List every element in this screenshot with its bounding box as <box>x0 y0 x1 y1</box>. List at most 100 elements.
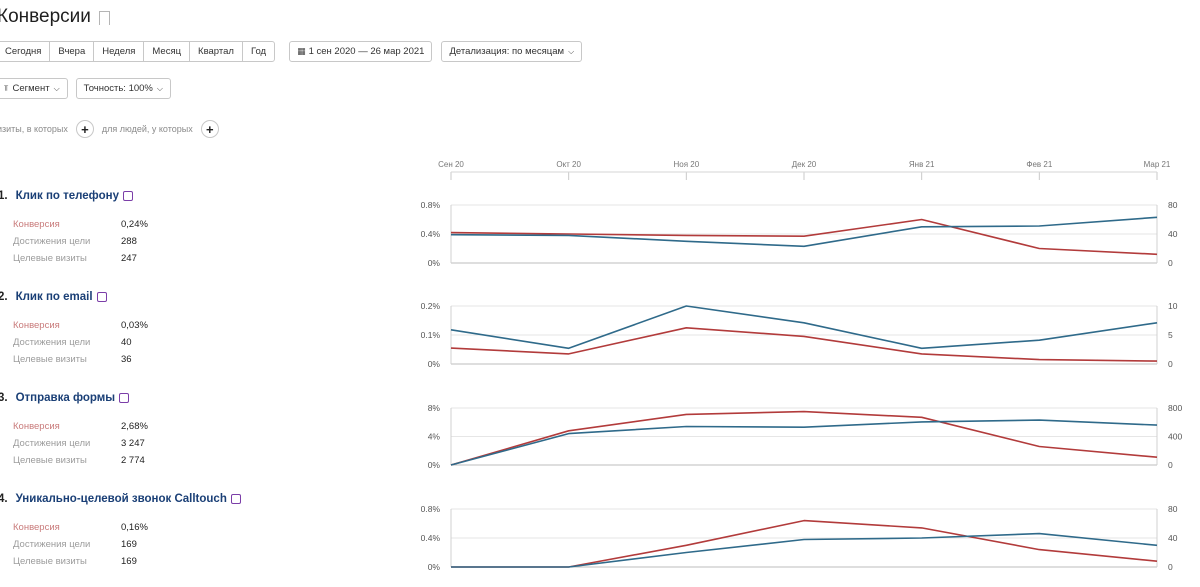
goal-block: 1. Клик по телефону Конверсия 0,24% Дости… <box>0 190 388 267</box>
detail-label: Детализация: по месяцам <box>449 46 565 57</box>
goal-metrics: Конверсия 0,03% Достижения цели 40 Целевые… <box>13 317 388 368</box>
toolbar: Сегодня Вчера Неделя Месяц Квартал Год ▦… <box>0 41 583 62</box>
right-axis-tick-label: 0 <box>1168 258 1173 268</box>
goal-title[interactable]: 3. Отправка формы <box>0 392 388 404</box>
left-axis-tick-label: 0% <box>428 562 441 572</box>
goal-type-icon <box>119 393 130 403</box>
left-axis-tick-label: 0.1% <box>421 330 441 340</box>
month-axis-label: Дек 20 <box>792 160 817 169</box>
target-visits-value: 169 <box>121 556 137 567</box>
chevron-down-icon: ⌵ <box>156 84 163 93</box>
goal-type-icon <box>230 494 241 504</box>
conversion-label: Конверсия <box>13 522 60 533</box>
goal-reaches-label: Достижения цели <box>13 236 91 247</box>
month-axis-label: Мар 21 <box>1144 160 1171 169</box>
right-axis-tick-label: 800 <box>1168 403 1182 413</box>
segment-label: Сегмент <box>12 83 50 94</box>
chevron-down-icon: ⌵ <box>53 84 60 93</box>
period-selector: Сегодня Вчера Неделя Месяц Квартал Год <box>0 41 276 62</box>
month-axis-label: Ноя 20 <box>673 160 699 169</box>
page-title: Конверсии <box>0 6 91 27</box>
goal-name: Клик по email <box>15 291 93 303</box>
left-axis-tick-label: 0% <box>428 460 441 470</box>
conversion-label: Конверсия <box>13 219 60 230</box>
target-visits-series-line <box>451 532 1158 568</box>
goal-number: 3. <box>0 392 8 404</box>
conversion-series-line <box>450 410 1158 466</box>
conversion-value: 0,24% <box>121 219 148 230</box>
goal-block: 3. Отправка формы Конверсия 2,68% Достиже… <box>0 392 388 469</box>
goal-reaches-value: 40 <box>121 337 132 348</box>
calendar-icon: ▦ <box>297 46 305 56</box>
conversion-value: 2,68% <box>121 421 148 432</box>
conversion-series-line <box>451 519 1158 568</box>
goal-metrics: Конверсия 0,24% Достижения цели 288 Целевы… <box>13 216 388 267</box>
segment-dropdown[interactable]: ⫪ Сегмент ⌵ <box>0 78 68 99</box>
target-visits-value: 2 774 <box>121 455 145 466</box>
filter-icon: ⫪ <box>4 84 9 93</box>
period-quarter-button[interactable]: Квартал <box>190 42 243 61</box>
period-today-button[interactable]: Сегодня <box>0 42 51 61</box>
conversion-value: 0,16% <box>121 522 148 533</box>
month-axis-label: Сен 20 <box>438 160 464 169</box>
goal-name: Клик по телефону <box>15 190 119 202</box>
goal-number: 4. <box>0 493 8 505</box>
target-visits-series-line <box>450 419 1158 466</box>
period-month-button[interactable]: Месяц <box>144 42 191 61</box>
detail-dropdown[interactable]: Детализация: по месяцам ⌵ <box>441 41 583 62</box>
target-visits-label: Целевые визиты <box>13 354 87 365</box>
conversion-series-line <box>450 326 1158 362</box>
add-people-condition-button[interactable]: + <box>200 120 219 138</box>
target-visits-label: Целевые визиты <box>13 556 87 567</box>
right-axis-tick-label: 40 <box>1168 229 1178 239</box>
left-axis-tick-label: 0.2% <box>421 301 441 311</box>
bookmark-icon[interactable] <box>98 11 110 29</box>
goal-metrics: Конверсия 2,68% Достижения цели 3 247 Целе… <box>13 418 388 469</box>
goal-reaches-label: Достижения цели <box>13 337 91 348</box>
add-visits-condition-button[interactable]: + <box>75 120 94 138</box>
goal-name: Уникально-целевой звонок Calltouch <box>15 493 227 505</box>
target-visits-series-line <box>450 216 1158 248</box>
accuracy-label: Точность: 100% <box>83 83 153 94</box>
left-axis-tick-label: 0% <box>428 258 441 268</box>
visits-condition-label: изиты, в которых <box>0 124 68 134</box>
goal-type-icon <box>96 292 107 302</box>
goal-reaches-value: 169 <box>121 539 137 550</box>
right-axis-tick-label: 5 <box>1168 330 1173 340</box>
target-visits-value: 36 <box>121 354 132 365</box>
left-axis-tick-label: 0.4% <box>421 229 441 239</box>
right-axis-tick-label: 10 <box>1168 301 1178 311</box>
left-axis-tick-label: 0.8% <box>421 504 441 514</box>
right-axis-tick-label: 400 <box>1168 432 1182 442</box>
right-axis-tick-label: 0 <box>1168 562 1173 572</box>
goal-title[interactable]: 2. Клик по email <box>0 291 388 303</box>
goal-number: 1. <box>0 190 8 202</box>
right-axis-tick-label: 0 <box>1168 359 1173 369</box>
goal-number: 2. <box>0 291 8 303</box>
goal-block: 4. Уникально-целевой звонок Calltouch Ко… <box>0 493 388 570</box>
date-range-button[interactable]: ▦ 1 сен 2020 — 26 мар 2021 <box>289 41 433 62</box>
goal-reaches-label: Достижения цели <box>13 539 91 550</box>
goal-block: 2. Клик по email Конверсия 0,03% Достижен… <box>0 291 388 368</box>
target-visits-series-line <box>450 305 1158 350</box>
period-year-button[interactable]: Год <box>250 46 267 57</box>
target-visits-label: Целевые визиты <box>13 455 87 466</box>
accuracy-dropdown[interactable]: Точность: 100% ⌵ <box>75 78 171 99</box>
conversion-label: Конверсия <box>13 320 60 331</box>
goal-title[interactable]: 1. Клик по телефону <box>0 190 388 202</box>
conversion-series-line <box>450 218 1158 256</box>
goal-reaches-value: 3 247 <box>121 438 145 449</box>
period-week-button[interactable]: Неделя <box>94 42 145 61</box>
period-yesterday-button[interactable]: Вчера <box>50 42 95 61</box>
left-axis-tick-label: 0% <box>428 359 441 369</box>
goal-reaches-label: Достижения цели <box>13 438 91 449</box>
right-axis-tick-label: 40 <box>1168 533 1178 543</box>
chevron-down-icon: ⌵ <box>568 47 575 56</box>
right-axis-tick-label: 0 <box>1168 460 1173 470</box>
goal-title[interactable]: 4. Уникально-целевой звонок Calltouch <box>0 493 388 505</box>
goal-reaches-value: 288 <box>121 236 137 247</box>
right-axis-tick-label: 80 <box>1168 504 1178 514</box>
filter-row: ⫪ Сегмент ⌵ Точность: 100% ⌵ <box>0 78 171 99</box>
goal-type-icon <box>122 191 133 201</box>
